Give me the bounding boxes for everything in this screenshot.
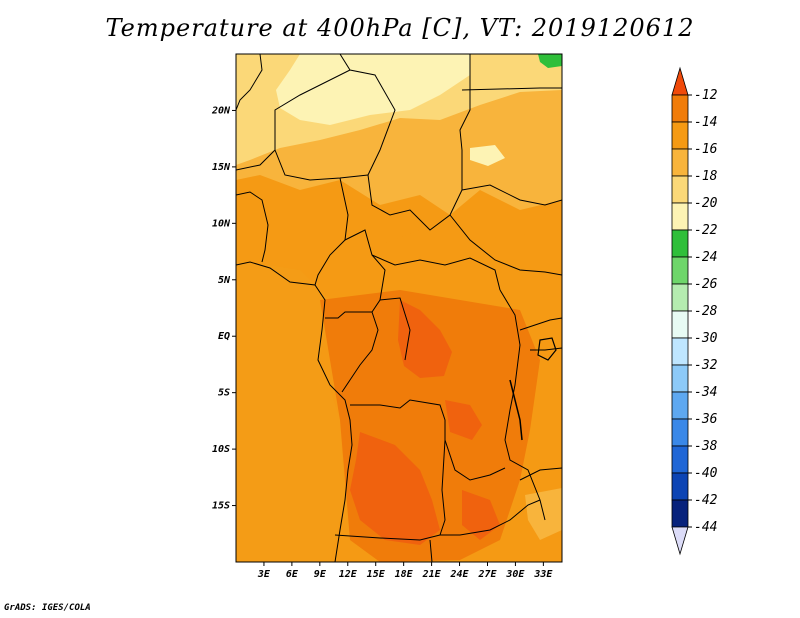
colorbar-swatch bbox=[671, 94, 689, 123]
colorbar-level-label: -20 bbox=[694, 196, 718, 211]
latitude-axis: 20N 15N 10N 5N EQ 5S 10S 15S bbox=[211, 105, 236, 512]
grads-credit: GrADS: IGES/COLA bbox=[4, 603, 91, 613]
border-drc-south bbox=[350, 399, 506, 481]
colorbar-swatch bbox=[671, 256, 689, 285]
field-coolest-patch bbox=[470, 145, 505, 166]
lon-tick-label: 9E bbox=[314, 569, 327, 580]
lon-tick-label: 12E bbox=[339, 569, 358, 580]
lon-tick-label: 15E bbox=[367, 569, 386, 580]
border-sudan bbox=[461, 184, 562, 206]
colorbar-level-label: -22 bbox=[694, 223, 718, 238]
field-hot-patch-east bbox=[445, 400, 482, 440]
colorbar-level-label: -12 bbox=[694, 88, 718, 103]
colorbar-swatch bbox=[671, 499, 689, 528]
lat-tick-label: 20N bbox=[211, 105, 231, 116]
colorbar-level-label: -40 bbox=[694, 466, 718, 481]
border-drc-north bbox=[379, 297, 411, 361]
colorbar-swatch bbox=[671, 391, 689, 420]
border-north-3 bbox=[236, 69, 351, 171]
lon-tick-label: 30E bbox=[505, 569, 525, 580]
lat-tick-label: EQ bbox=[218, 331, 230, 342]
border-drc-east bbox=[499, 289, 546, 521]
border-sahel-2 bbox=[274, 149, 369, 181]
colorbar-swatch bbox=[671, 148, 689, 177]
colorbar-swatch bbox=[671, 310, 689, 339]
lon-tick-label: 6E bbox=[286, 569, 299, 580]
border-zambia bbox=[440, 499, 541, 536]
colorbar-level-label: -32 bbox=[694, 358, 718, 373]
lat-tick-label: 10S bbox=[212, 444, 230, 455]
colorbar-level-label: -14 bbox=[694, 115, 717, 130]
colorbar-swatch bbox=[671, 121, 689, 150]
border-north-2 bbox=[339, 54, 471, 231]
colorbar-level-label: -18 bbox=[694, 169, 718, 184]
colorbar-swatch bbox=[671, 229, 689, 258]
chart-title: Temperature at 400hPa [C], VT: 201912061… bbox=[105, 14, 695, 42]
field-hot-patch-south bbox=[350, 432, 440, 545]
lon-tick-label: 24E bbox=[450, 569, 470, 580]
colorbar-level-label: -34 bbox=[694, 385, 717, 400]
colorbar-level-label: -28 bbox=[694, 304, 718, 319]
field-green-patch bbox=[538, 54, 562, 68]
country-borders bbox=[236, 54, 562, 562]
colorbar-swatch bbox=[671, 175, 689, 204]
longitude-axis: 3E 6E 9E 12E 15E 18E 21E 24E 27E 30E 33E bbox=[257, 562, 553, 580]
colorbar-level-label: -36 bbox=[694, 412, 718, 427]
lon-tick-label: 3E bbox=[257, 569, 271, 580]
field-hot-patch-se bbox=[462, 490, 500, 540]
border-north-4 bbox=[461, 87, 562, 91]
colorbar-swatch bbox=[671, 472, 689, 501]
colorbar-level-label: -24 bbox=[694, 250, 717, 265]
colorbar-level-label: -16 bbox=[694, 142, 718, 157]
colorbar-cap-top bbox=[671, 66, 689, 96]
lon-tick-label: 27E bbox=[477, 569, 497, 580]
coastline-west bbox=[236, 261, 353, 562]
border-sahel-1 bbox=[236, 191, 269, 263]
border-se bbox=[519, 467, 562, 481]
border-car bbox=[371, 254, 501, 291]
lake-tanganyika bbox=[509, 379, 523, 441]
border-east-2 bbox=[530, 347, 562, 351]
lat-tick-label: 5S bbox=[218, 388, 230, 399]
temperature-field bbox=[236, 54, 562, 562]
lon-tick-label: 18E bbox=[395, 569, 414, 580]
border-nigeria bbox=[314, 177, 349, 286]
colorbar-legend: -12 -14 -16 -18 -20 -22 -24 -26 -28 -30 -32 -34 -36 -… bbox=[671, 66, 718, 556]
lake-victoria bbox=[537, 337, 557, 361]
colorbar-level-label: -38 bbox=[694, 439, 718, 454]
border-namibia bbox=[334, 534, 441, 541]
colorbar-swatch bbox=[671, 337, 689, 366]
lat-tick-label: 15S bbox=[212, 501, 230, 512]
border-east-lakes bbox=[519, 317, 562, 331]
border-north-1 bbox=[236, 54, 263, 111]
border-south-sudan bbox=[449, 214, 562, 276]
lon-tick-label: 21E bbox=[422, 569, 442, 580]
field-ocean-tone bbox=[236, 260, 345, 562]
colorbar-level-label: -44 bbox=[694, 520, 717, 535]
colorbar-swatch bbox=[671, 283, 689, 312]
colorbar-swatch bbox=[671, 445, 689, 474]
colorbar-swatch bbox=[671, 202, 689, 231]
lon-tick-label: 33E bbox=[533, 569, 553, 580]
border-south bbox=[429, 539, 433, 562]
colorbar-swatch bbox=[671, 418, 689, 447]
colorbar-cap-bottom bbox=[671, 526, 689, 556]
colorbar-swatch bbox=[671, 364, 689, 393]
colorbar-level-label: -26 bbox=[694, 277, 718, 292]
lat-tick-label: 10N bbox=[212, 218, 231, 229]
colorbar-level-label: -42 bbox=[694, 493, 718, 508]
border-angola-east bbox=[439, 439, 446, 536]
lat-tick-label: 15N bbox=[212, 162, 231, 173]
colorbar-level-label: -30 bbox=[694, 331, 718, 346]
field-hot-patch-congo bbox=[398, 300, 452, 378]
field-coolest-band bbox=[276, 54, 470, 125]
plot-frame bbox=[235, 53, 563, 563]
lat-tick-label: 5N bbox=[218, 275, 231, 286]
border-congo bbox=[341, 311, 379, 393]
